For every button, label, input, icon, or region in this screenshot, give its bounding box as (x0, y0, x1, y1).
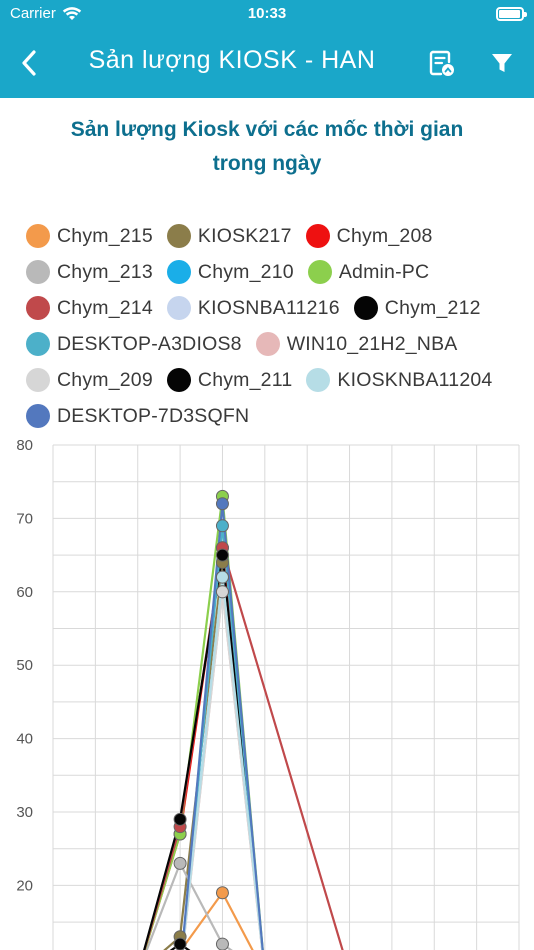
legend-swatch (305, 224, 330, 248)
legend-label: Chym_213 (57, 260, 153, 283)
data-point (215, 519, 229, 533)
legend-item[interactable]: Chym_212 (353, 296, 481, 320)
legend-item[interactable]: DESKTOP-A3DIOS8 (26, 332, 242, 356)
legend-swatch (26, 224, 50, 248)
report-document-icon (429, 50, 454, 76)
y-tick-label: 50 (16, 657, 33, 674)
legend-swatch (353, 296, 378, 320)
legend-item[interactable]: KIOSKNBA11204 (306, 368, 492, 392)
data-point (173, 856, 187, 870)
data-point (173, 937, 187, 950)
legend-swatch (26, 368, 50, 392)
data-point (215, 937, 229, 950)
legend-swatch (26, 332, 50, 356)
battery-level (499, 10, 520, 18)
chevron-left-icon (22, 50, 36, 76)
legend-swatch (166, 224, 191, 248)
legend-label: WIN10_21H2_NBA (286, 332, 458, 355)
data-point (215, 548, 229, 562)
legend-label: KIOSNBA11216 (197, 296, 340, 319)
legend-row: DESKTOP-7D3SQFN (26, 398, 526, 434)
legend-item[interactable]: Chym_213 (26, 260, 153, 284)
legend-item[interactable]: WIN10_21H2_NBA (255, 332, 458, 356)
legend-swatch (166, 296, 191, 320)
y-tick-label: 60 (16, 584, 33, 601)
y-tick-label: 80 (16, 437, 33, 454)
chart-title-line-2: trong ngày (212, 152, 322, 175)
battery-icon (496, 7, 527, 21)
wifi-icon (62, 6, 82, 20)
data-point (215, 886, 229, 900)
legend-swatch (26, 404, 50, 428)
legend-label: Chym_212 (384, 296, 481, 319)
back-button[interactable] (9, 43, 49, 83)
legend-row: Chym_209 Chym_211 KIOSKNBA11204 (26, 362, 526, 398)
filter-icon (492, 54, 512, 72)
legend-label: KIOSK217 (197, 224, 292, 247)
chart-legend: Chym_215 KIOSK217 Chym_208 Chym_213 Chym_210… (26, 218, 526, 434)
legend-item[interactable]: Chym_215 (26, 224, 153, 248)
chart-title: Sản lượng Kiosk với các mốc thời gian tr… (20, 113, 514, 181)
legend-row: Chym_213 Chym_210 Admin-PC (26, 254, 526, 290)
chart-title-line-1: Sản lượng Kiosk với các mốc thời gian (70, 118, 464, 141)
legend-swatch (255, 332, 280, 356)
legend-swatch (166, 368, 191, 392)
status-bar: Carrier 10:33 (0, 0, 534, 28)
legend-swatch (26, 260, 50, 284)
legend-label: DESKTOP-A3DIOS8 (57, 332, 242, 355)
carrier-info: Carrier (10, 5, 82, 22)
y-tick-label: 20 (16, 877, 33, 894)
report-button[interactable] (422, 43, 462, 83)
y-tick-label: 30 (16, 804, 33, 821)
legend-swatch (306, 368, 331, 392)
legend-item[interactable]: Admin-PC (307, 260, 430, 284)
legend-label: Chym_215 (57, 224, 153, 247)
data-point (173, 812, 187, 826)
nav-bar: Sản lượng KIOSK - HAN (0, 28, 534, 98)
legend-label: Admin-PC (338, 260, 430, 283)
legend-item[interactable]: KIOSNBA11216 (166, 296, 340, 320)
legend-label: KIOSKNBA11204 (337, 368, 493, 391)
legend-item[interactable]: Chym_209 (26, 368, 153, 392)
legend-item[interactable]: KIOSK217 (166, 224, 292, 248)
legend-item[interactable]: Chym_210 (166, 260, 294, 284)
legend-item[interactable]: Chym_211 (166, 368, 293, 392)
page-title: Sản lượng KIOSK - HAN (88, 46, 376, 74)
data-point (215, 585, 229, 599)
legend-item[interactable]: Chym_214 (26, 296, 153, 320)
series-line (143, 553, 264, 950)
legend-row: DESKTOP-A3DIOS8 WIN10_21H2_NBA (26, 326, 526, 362)
carrier-label: Carrier (10, 5, 56, 22)
legend-item[interactable]: DESKTOP-7D3SQFN (26, 404, 249, 428)
legend-label: Chym_209 (57, 368, 153, 391)
legend-label: Chym_210 (197, 260, 294, 283)
legend-label: Chym_208 (336, 224, 433, 247)
legend-item[interactable]: Chym_208 (305, 224, 433, 248)
series-line (145, 862, 233, 950)
data-point (215, 570, 229, 584)
legend-label: DESKTOP-7D3SQFN (57, 404, 250, 427)
legend-swatch (166, 260, 191, 284)
series-line (143, 495, 264, 950)
legend-swatch (307, 260, 332, 284)
legend-label: Chym_211 (197, 368, 293, 391)
chart-svg: 20 30 40 50 60 70 80 (16, 437, 520, 950)
line-chart: 20 30 40 50 60 70 80 (0, 430, 534, 950)
status-time: 10:33 (247, 5, 287, 22)
legend-swatch (26, 296, 50, 320)
legend-row: Chym_215 KIOSK217 Chym_208 (26, 218, 526, 254)
legend-row: Chym_214 KIOSNBA11216 Chym_212 (26, 290, 526, 326)
filter-button[interactable] (482, 43, 522, 83)
y-tick-label: 40 (16, 731, 33, 748)
legend-label: Chym_214 (57, 296, 153, 319)
data-point (215, 497, 229, 511)
y-tick-label: 70 (16, 510, 33, 527)
